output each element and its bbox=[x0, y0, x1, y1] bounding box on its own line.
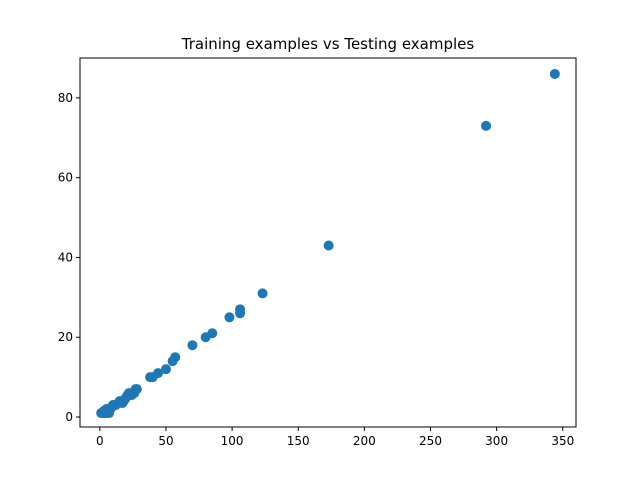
y-tick-label: 80 bbox=[58, 91, 73, 105]
data-point bbox=[323, 240, 334, 251]
data-point bbox=[207, 328, 218, 339]
data-point bbox=[153, 368, 164, 379]
data-point bbox=[160, 364, 171, 375]
y-tick-label: 0 bbox=[65, 410, 73, 424]
y-tick-label: 40 bbox=[58, 250, 73, 264]
y-tick-label: 60 bbox=[58, 171, 73, 185]
x-tick-label: 150 bbox=[287, 434, 310, 448]
x-tick-label: 350 bbox=[551, 434, 574, 448]
data-point bbox=[187, 340, 198, 351]
data-point bbox=[235, 304, 246, 315]
data-point bbox=[224, 312, 235, 323]
data-point bbox=[170, 352, 181, 363]
data-points bbox=[96, 68, 560, 419]
chart-title: Training examples vs Testing examples bbox=[181, 35, 475, 53]
data-point bbox=[549, 68, 560, 79]
x-tick-label: 0 bbox=[96, 434, 104, 448]
x-tick-label: 200 bbox=[353, 434, 376, 448]
x-tick-label: 50 bbox=[158, 434, 173, 448]
data-point bbox=[481, 120, 492, 131]
y-tick-label: 20 bbox=[58, 330, 73, 344]
data-point bbox=[131, 384, 142, 395]
y-axis: 0 20 40 60 80 bbox=[58, 91, 80, 424]
x-tick-label: 300 bbox=[485, 434, 508, 448]
data-point bbox=[257, 288, 268, 299]
x-tick-label: 100 bbox=[221, 434, 244, 448]
x-axis: 0 50 100 150 200 250 300 350 bbox=[96, 427, 574, 448]
x-tick-label: 250 bbox=[419, 434, 442, 448]
plot-area-frame bbox=[79, 57, 577, 428]
